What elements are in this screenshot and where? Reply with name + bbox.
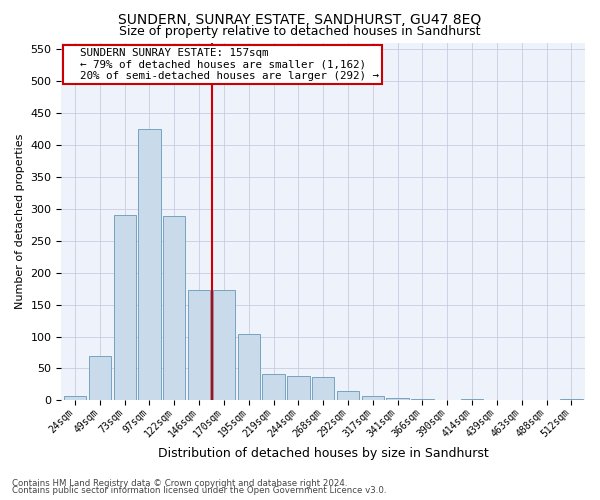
Bar xyxy=(89,356,111,401)
Bar xyxy=(238,334,260,400)
Y-axis label: Number of detached properties: Number of detached properties xyxy=(15,134,25,309)
Bar xyxy=(113,215,136,400)
Bar xyxy=(64,396,86,400)
Bar xyxy=(213,290,235,401)
Text: Size of property relative to detached houses in Sandhurst: Size of property relative to detached ho… xyxy=(119,25,481,38)
Text: Contains HM Land Registry data © Crown copyright and database right 2024.: Contains HM Land Registry data © Crown c… xyxy=(12,478,347,488)
Bar xyxy=(312,377,334,400)
Text: Contains public sector information licensed under the Open Government Licence v3: Contains public sector information licen… xyxy=(12,486,386,495)
Bar xyxy=(337,391,359,400)
Bar xyxy=(262,374,285,400)
Text: SUNDERN SUNRAY ESTATE: 157sqm
  ← 79% of detached houses are smaller (1,162)
  2: SUNDERN SUNRAY ESTATE: 157sqm ← 79% of d… xyxy=(67,48,379,81)
Bar xyxy=(139,129,161,400)
Bar xyxy=(287,376,310,400)
Bar xyxy=(461,398,483,400)
Bar xyxy=(163,216,185,400)
Bar xyxy=(560,399,583,400)
Bar xyxy=(188,290,210,401)
Bar xyxy=(386,398,409,400)
Bar xyxy=(411,399,434,400)
Text: SUNDERN, SUNRAY ESTATE, SANDHURST, GU47 8EQ: SUNDERN, SUNRAY ESTATE, SANDHURST, GU47 … xyxy=(118,12,482,26)
X-axis label: Distribution of detached houses by size in Sandhurst: Distribution of detached houses by size … xyxy=(158,447,488,460)
Bar xyxy=(362,396,384,400)
